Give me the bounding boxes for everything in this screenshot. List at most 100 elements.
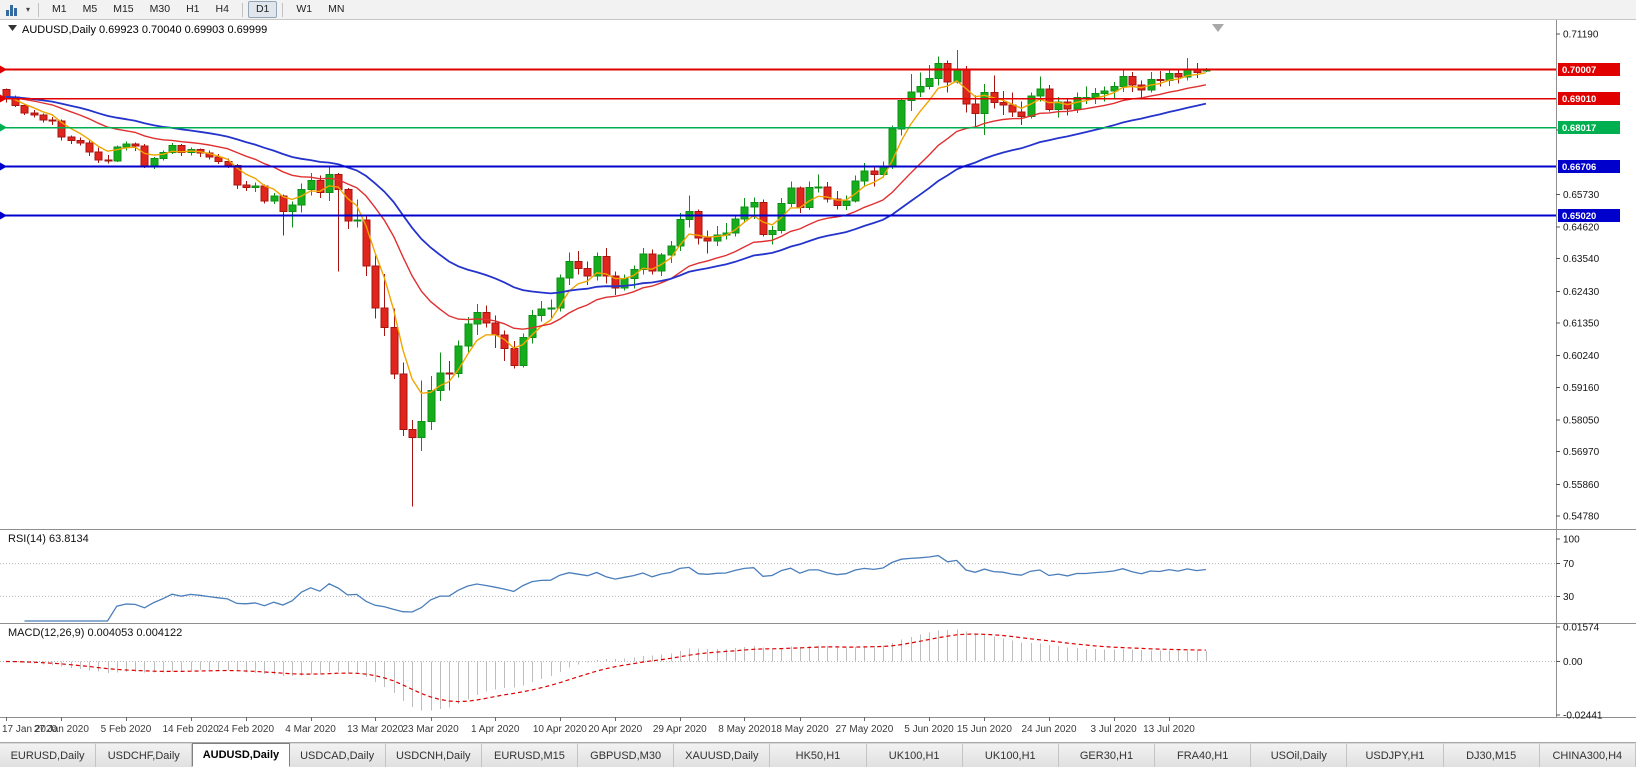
timeframe-button-h1[interactable]: H1 (186, 3, 200, 15)
macd-label: MACD(12,26,9) 0.004053 0.004122 (8, 627, 182, 639)
tab-gbpusd-m30[interactable]: GBPUSD,M30 (578, 743, 675, 767)
price-level-badge[interactable] (1558, 160, 1620, 173)
candlestick-layer (2, 50, 1211, 507)
rsi-axis-tick: 70 (1563, 559, 1575, 570)
chart-symbol-ohlc: AUDUSD,Daily 0.69923 0.70040 0.69903 0.6… (22, 24, 267, 36)
price-level-badge[interactable] (1558, 209, 1620, 222)
tab-fra40-h1[interactable]: FRA40,H1 (1155, 743, 1252, 767)
ma-slow-line (5, 96, 1207, 295)
price-axis-tick: 0.55860 (1563, 480, 1600, 491)
date-axis-label: 8 May 2020 (718, 724, 771, 735)
timeframe-buttons: M1 M5 M15 M30 H1 H4 D1 W1 MN (44, 1, 352, 18)
price-level-badge-text: 0.70007 (1562, 65, 1596, 76)
tab-ger30-h1[interactable]: GER30,H1 (1058, 743, 1156, 767)
ma-medium-line (5, 84, 1207, 330)
timeframe-button-h4[interactable]: H4 (215, 3, 229, 15)
date-axis-label: 4 Mar 2020 (285, 724, 336, 735)
macd-axis-tick: 0.00 (1563, 657, 1583, 668)
date-axis-label: 24 Jun 2020 (1021, 724, 1076, 735)
price-level-badge-text: 0.66706 (1562, 162, 1596, 173)
macd-signal-line (5, 633, 1206, 703)
level-edge-marker (0, 162, 7, 171)
timeframe-button-m1[interactable]: M1 (52, 3, 67, 15)
tab-usoil-daily[interactable]: USOil,Daily (1251, 743, 1348, 767)
date-axis-label: 24 Feb 2020 (218, 724, 275, 735)
level-edge-marker (0, 123, 7, 132)
toolbar-separator (282, 2, 284, 17)
price-axis-tick: 0.59160 (1563, 383, 1600, 394)
timeframe-button-mn[interactable]: MN (328, 3, 345, 15)
date-axis-label: 5 Feb 2020 (101, 724, 152, 735)
tab-china300-h4[interactable]: CHINA300,H4 (1539, 743, 1636, 767)
tab-audusd-daily[interactable]: AUDUSD,Daily (192, 743, 290, 767)
date-axis-label: 29 Apr 2020 (653, 724, 707, 735)
price-axis-tick: 0.71190 (1563, 30, 1599, 41)
chart-shift-icon[interactable] (1212, 24, 1224, 32)
chart-area[interactable]: 0.711900.679200.657300.646200.635400.624… (0, 20, 1636, 742)
rsi-label: RSI(14) 63.8134 (8, 533, 89, 545)
date-axis-label: 5 Jun 2020 (904, 724, 954, 735)
price-axis-tick: 0.63540 (1563, 254, 1600, 265)
date-axis-label: 18 May 2020 (771, 724, 829, 735)
tab-uk100-h1[interactable]: UK100,H1 (962, 743, 1059, 767)
rsi-axis-tick: 100 (1563, 535, 1580, 546)
price-level-badge-text: 0.68017 (1562, 123, 1596, 134)
tab-xauusd-daily[interactable]: XAUUSD,Daily (674, 743, 771, 767)
toolbar-separator (38, 2, 40, 17)
level-edge-marker (0, 94, 7, 103)
symbol-marker-icon (8, 25, 17, 31)
tab-uk100-h1[interactable]: UK100,H1 (866, 743, 963, 767)
level-edge-marker (0, 65, 7, 74)
macd-histogram (15, 629, 1207, 711)
price-level-badge[interactable] (1558, 63, 1620, 76)
price-axis-tick: 0.61350 (1563, 319, 1600, 330)
price-axis-tick: 0.54780 (1563, 512, 1600, 523)
price-axis-tick: 0.65730 (1563, 190, 1600, 201)
timeframe-button-d1[interactable]: D1 (247, 1, 278, 18)
rsi-line (24, 554, 1206, 622)
rsi-axis-tick: 30 (1563, 592, 1575, 603)
price-axis-tick: 0.64620 (1563, 222, 1600, 233)
date-axis-label: 13 Mar 2020 (347, 724, 404, 735)
timeframe-button-m30[interactable]: M30 (149, 3, 171, 15)
level-edge-marker (0, 211, 7, 220)
chart-type-icon-bar (14, 8, 17, 16)
price-axis-tick: 0.60240 (1563, 351, 1600, 362)
tab-eurusd-daily[interactable]: EURUSD,Daily (0, 743, 97, 767)
date-axis-label: 17 Jan 2020 (2, 724, 57, 735)
tab-eurusd-m15[interactable]: EURUSD,M15 (481, 743, 579, 767)
price-level-badge[interactable] (1558, 92, 1620, 105)
tab-hk50-h1[interactable]: HK50,H1 (770, 743, 867, 767)
price-axis-tick: 0.56970 (1563, 447, 1600, 458)
price-level-badge-text: 0.65020 (1562, 211, 1596, 222)
macd-axis-tick: 0.01574 (1563, 623, 1600, 634)
price-axis-tick: 0.58050 (1563, 415, 1600, 426)
date-axis-label: 15 Jun 2020 (957, 724, 1012, 735)
toolbar-separator (241, 2, 243, 17)
chart-type-dropdown-icon[interactable]: ▾ (26, 5, 31, 14)
price-level-badge-text: 0.69010 (1562, 94, 1596, 105)
date-axis-label: 20 Apr 2020 (588, 724, 642, 735)
tab-usdcnh-daily[interactable]: USDCNH,Daily (385, 743, 482, 767)
price-level-badge[interactable] (1558, 121, 1620, 134)
tab-usdcad-daily[interactable]: USDCAD,Daily (289, 743, 386, 767)
tab-usdjpy-h1[interactable]: USDJPY,H1 (1347, 743, 1444, 767)
chart-type-icon-bar (10, 5, 13, 16)
macd-axis-tick: -0.02441 (1563, 710, 1603, 721)
chart-type-icon-bar (6, 10, 9, 16)
timeframe-button-w1[interactable]: W1 (296, 3, 313, 15)
date-axis-label: 27 Jan 2020 (34, 724, 89, 735)
tab-dj30-m15[interactable]: DJ30,M15 (1443, 743, 1540, 767)
chart-canvas: 0.711900.679200.657300.646200.635400.624… (0, 20, 1636, 742)
date-axis-label: 1 Apr 2020 (471, 724, 520, 735)
date-axis-label: 14 Feb 2020 (163, 724, 220, 735)
date-axis-label: 3 Jul 2020 (1091, 724, 1138, 735)
date-axis-label: 13 Jul 2020 (1143, 724, 1195, 735)
chart-type-icon[interactable] (4, 3, 26, 16)
date-axis-label: 27 May 2020 (835, 724, 893, 735)
chart-tabs-bar: EURUSD,Daily USDCHF,Daily AUDUSD,Daily USDC… (0, 742, 1636, 767)
tab-usdchf-daily[interactable]: USDCHF,Daily (96, 743, 193, 767)
timeframe-button-m15[interactable]: M15 (113, 3, 134, 15)
timeframe-button-m5[interactable]: M5 (82, 3, 98, 15)
